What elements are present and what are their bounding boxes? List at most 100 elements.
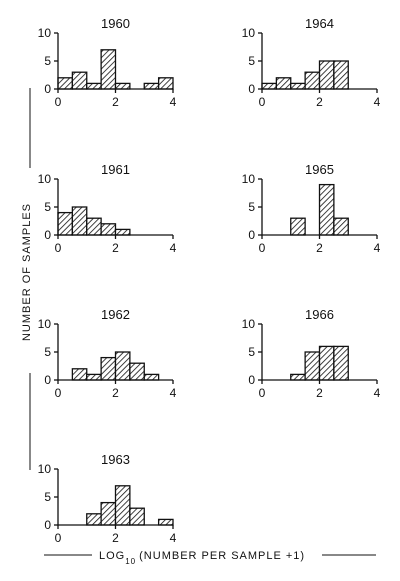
panel-title-1964: 1964 <box>305 16 334 31</box>
panel-title-1963: 1963 <box>101 452 130 467</box>
ytick-label-1960-0: 0 <box>44 82 51 96</box>
ytick-label-1962-10: 10 <box>38 317 52 331</box>
bar-1960-6 <box>157 77 174 90</box>
ytick-label-1963-10: 10 <box>38 462 52 476</box>
ytick-label-1966-0: 0 <box>248 373 255 387</box>
bar-1964-4 <box>318 60 335 90</box>
panels-layer: 0 5 10 0 2 4 1960 0 5 10 0 2 4 1961 0 5 10 0 2 4 1962 0 5 10 0 2 4… <box>38 16 381 545</box>
xtick-label-1960-2: 2 <box>112 95 119 109</box>
panel-title-1965: 1965 <box>305 162 334 177</box>
bar-1963-3 <box>129 507 145 526</box>
xtick-label-1961-4: 4 <box>170 241 177 255</box>
bar-1964-5 <box>333 60 349 90</box>
x-axis-title-prefix: LOG <box>99 550 125 562</box>
bar-1960-0 <box>57 77 74 90</box>
xtick-label-1964-4: 4 <box>374 95 381 109</box>
bar-1961-4 <box>114 228 131 236</box>
ytick-label-1961-0: 0 <box>44 228 51 242</box>
bar-1965-2 <box>333 217 349 236</box>
bar-1962-2 <box>100 356 117 381</box>
ytick-label-1966-10: 10 <box>242 317 256 331</box>
panel-title-1962: 1962 <box>101 307 130 322</box>
y-axis-title: NUMBER OF SAMPLES <box>21 203 33 341</box>
bar-1960-2 <box>86 82 102 90</box>
bar-1964-0 <box>261 82 278 90</box>
bar-1961-0 <box>57 211 74 236</box>
panel-title-1961: 1961 <box>101 162 130 177</box>
panel-title-1960: 1960 <box>101 16 130 31</box>
bar-1966-3 <box>333 345 349 381</box>
xtick-label-1966-2: 2 <box>316 386 323 400</box>
bar-1964-1 <box>275 77 292 90</box>
x-axis-label: LOG10 (NUMBER PER SAMPLE +1) <box>44 550 376 566</box>
ytick-label-1963-0: 0 <box>44 518 51 532</box>
xtick-label-1964-0: 0 <box>259 95 266 109</box>
ytick-label-1966-5: 5 <box>248 345 255 359</box>
ytick-label-1960-10: 10 <box>38 26 52 40</box>
bar-1962-5 <box>143 373 160 381</box>
xtick-label-1963-4: 4 <box>170 531 177 545</box>
bar-1960-4 <box>114 82 131 90</box>
xtick-label-1966-0: 0 <box>259 386 266 400</box>
panel-1961: 0 5 10 0 2 4 1961 <box>38 162 177 255</box>
xtick-label-1966-4: 4 <box>374 386 381 400</box>
x-axis-title-suffix: (NUMBER PER SAMPLE +1) <box>139 550 305 562</box>
bar-1961-2 <box>86 217 102 236</box>
panel-1964: 0 5 10 0 2 4 1964 <box>242 16 381 109</box>
xtick-label-1965-4: 4 <box>374 241 381 255</box>
bar-1960-5 <box>143 82 160 90</box>
bar-1966-1 <box>304 351 321 381</box>
xtick-label-1961-0: 0 <box>55 241 62 255</box>
ytick-label-1965-0: 0 <box>248 228 255 242</box>
bar-1962-4 <box>129 362 145 381</box>
panel-title-1966: 1966 <box>305 307 334 322</box>
x-axis-title-subscript: 10 <box>125 557 136 566</box>
xtick-label-1962-2: 2 <box>112 386 119 400</box>
xtick-label-1965-2: 2 <box>316 241 323 255</box>
bar-1963-0 <box>86 513 102 526</box>
panel-1960: 0 5 10 0 2 4 1960 <box>38 16 177 109</box>
ytick-label-1961-10: 10 <box>38 172 52 186</box>
xtick-label-1962-0: 0 <box>55 386 62 400</box>
bar-1965-1 <box>318 183 335 236</box>
bar-1963-4 <box>157 518 174 526</box>
ytick-label-1963-5: 5 <box>44 490 51 504</box>
bar-1964-3 <box>304 71 321 90</box>
bar-1961-3 <box>100 223 117 236</box>
bar-1963-1 <box>100 501 117 526</box>
xtick-label-1964-2: 2 <box>316 95 323 109</box>
ytick-label-1964-0: 0 <box>248 82 255 96</box>
bar-1964-2 <box>290 82 306 90</box>
bar-1962-0 <box>71 368 88 381</box>
ytick-label-1962-0: 0 <box>44 373 51 387</box>
ytick-label-1965-10: 10 <box>242 172 256 186</box>
bar-1965-0 <box>290 217 306 236</box>
bar-1960-3 <box>100 49 117 90</box>
xtick-label-1965-0: 0 <box>259 241 266 255</box>
bar-1966-2 <box>318 345 335 381</box>
ytick-label-1962-5: 5 <box>44 345 51 359</box>
ytick-label-1964-10: 10 <box>242 26 256 40</box>
bar-1962-3 <box>114 351 131 381</box>
xtick-label-1960-4: 4 <box>170 95 177 109</box>
xtick-label-1960-0: 0 <box>55 95 62 109</box>
y-axis-label: NUMBER OF SAMPLES <box>21 88 33 470</box>
panel-1963: 0 5 10 0 2 4 1963 <box>38 452 177 545</box>
panel-1966: 0 5 10 0 2 4 1966 <box>242 307 381 400</box>
ytick-label-1965-5: 5 <box>248 200 255 214</box>
bar-1963-2 <box>114 485 131 526</box>
bar-1960-1 <box>71 71 88 90</box>
xtick-label-1963-2: 2 <box>112 531 119 545</box>
panel-1965: 0 5 10 0 2 4 1965 <box>242 162 381 255</box>
ytick-label-1964-5: 5 <box>248 54 255 68</box>
xtick-label-1963-0: 0 <box>55 531 62 545</box>
bar-1966-0 <box>290 373 306 381</box>
ytick-label-1960-5: 5 <box>44 54 51 68</box>
bar-1962-1 <box>86 373 102 381</box>
xtick-label-1962-4: 4 <box>170 386 177 400</box>
x-axis-title: LOG10 (NUMBER PER SAMPLE +1) <box>99 550 305 566</box>
panel-1962: 0 5 10 0 2 4 1962 <box>38 307 177 400</box>
xtick-label-1961-2: 2 <box>112 241 119 255</box>
bar-1961-1 <box>71 206 88 236</box>
